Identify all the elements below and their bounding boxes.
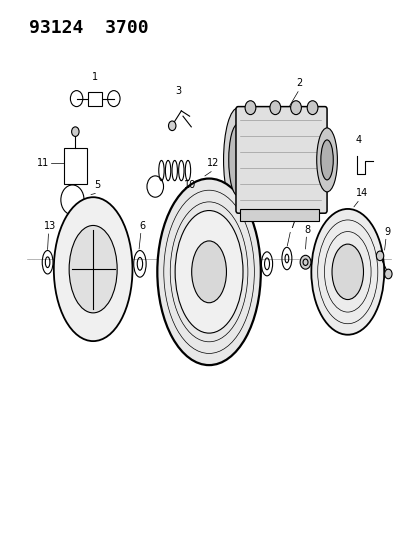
Text: 3: 3	[176, 86, 181, 96]
Bar	[64, 148, 87, 184]
Text: 14: 14	[355, 188, 368, 198]
Text: 9: 9	[384, 227, 389, 237]
Circle shape	[375, 251, 383, 261]
Text: 93124  3700: 93124 3700	[29, 19, 148, 37]
Ellipse shape	[157, 179, 260, 365]
Circle shape	[290, 101, 301, 115]
FancyBboxPatch shape	[235, 107, 326, 213]
Text: 2: 2	[295, 78, 301, 88]
Ellipse shape	[228, 124, 247, 196]
Ellipse shape	[331, 244, 363, 300]
Ellipse shape	[316, 128, 337, 192]
Circle shape	[306, 101, 317, 115]
Text: 4: 4	[355, 135, 361, 145]
Ellipse shape	[54, 197, 132, 341]
Text: 5: 5	[94, 180, 100, 190]
Ellipse shape	[223, 108, 252, 212]
Circle shape	[384, 269, 391, 279]
Circle shape	[269, 101, 280, 115]
Bar	[88, 92, 102, 106]
Circle shape	[168, 121, 176, 131]
Ellipse shape	[69, 225, 117, 313]
Text: 12: 12	[206, 158, 219, 168]
Circle shape	[244, 101, 255, 115]
Ellipse shape	[191, 241, 226, 303]
Text: 10: 10	[184, 181, 196, 190]
Bar	[240, 209, 318, 221]
Ellipse shape	[320, 140, 332, 180]
Circle shape	[299, 255, 310, 269]
Text: 6: 6	[139, 221, 145, 231]
Text: 1: 1	[92, 71, 98, 82]
Text: 13: 13	[43, 221, 56, 231]
Text: 7: 7	[288, 220, 294, 230]
Ellipse shape	[311, 209, 383, 335]
Circle shape	[71, 127, 79, 136]
Text: 11: 11	[37, 158, 50, 167]
Text: 8: 8	[304, 224, 310, 235]
Ellipse shape	[175, 211, 242, 333]
